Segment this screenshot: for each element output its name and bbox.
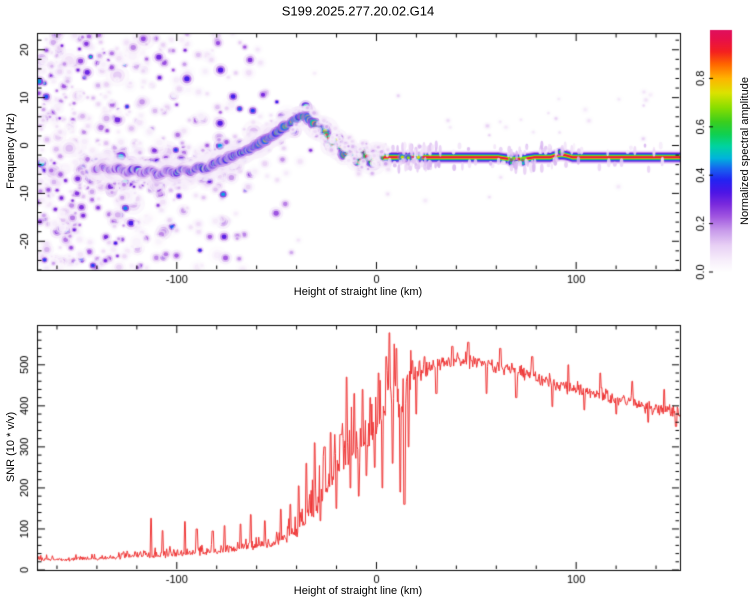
figure-title: S199.2025.277.20.02.G14 (281, 3, 435, 19)
